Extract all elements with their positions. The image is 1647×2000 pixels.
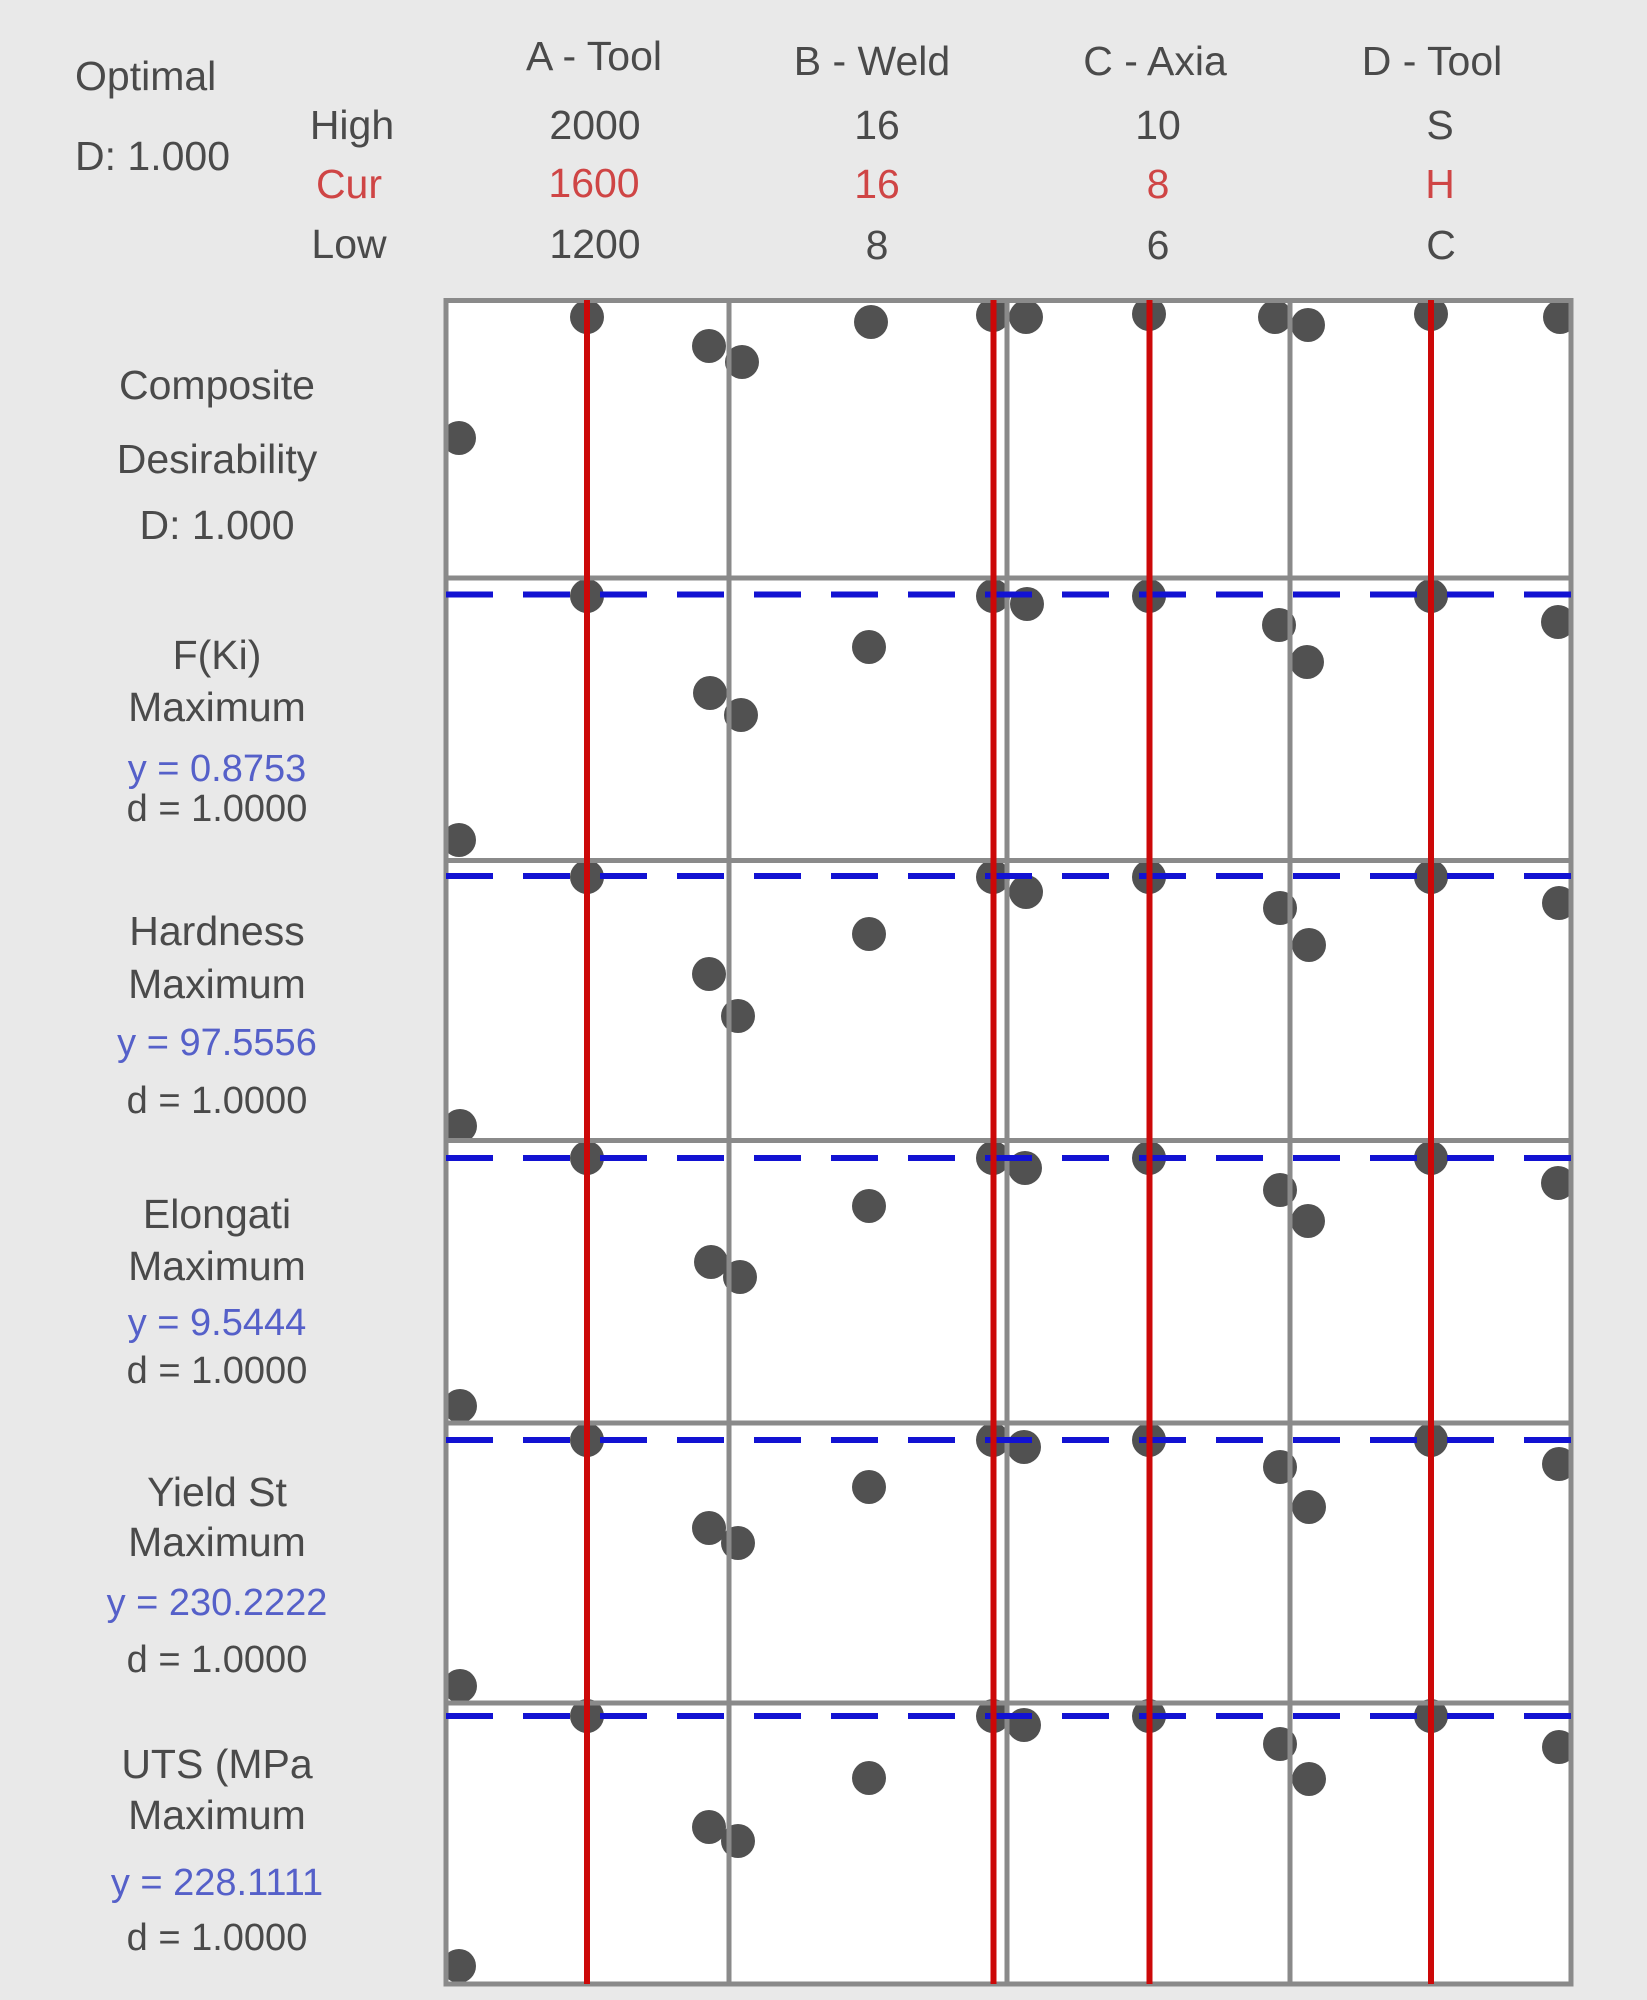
svg-text:Optimal: Optimal <box>75 53 216 99</box>
svg-text:F(Ki): F(Ki) <box>173 632 262 678</box>
svg-text:A - Tool: A - Tool <box>526 33 662 79</box>
svg-text:D: 1.000: D: 1.000 <box>75 133 230 179</box>
svg-text:C: C <box>1426 222 1456 268</box>
svg-text:y = 228.1111: y = 228.1111 <box>111 1862 323 1904</box>
svg-text:1600: 1600 <box>548 160 639 206</box>
svg-text:16: 16 <box>854 161 900 207</box>
svg-text:2000: 2000 <box>549 102 640 148</box>
svg-text:Yield St: Yield St <box>147 1469 287 1515</box>
svg-text:D: 1.000: D: 1.000 <box>140 502 295 548</box>
svg-text:Maximum: Maximum <box>128 1243 306 1289</box>
svg-text:Hardness: Hardness <box>129 908 304 954</box>
svg-text:10: 10 <box>1135 102 1181 148</box>
svg-text:16: 16 <box>854 102 900 148</box>
svg-text:Elongati: Elongati <box>143 1191 291 1237</box>
svg-text:Cur: Cur <box>316 161 382 207</box>
svg-text:Maximum: Maximum <box>128 1519 306 1565</box>
svg-text:d = 1.0000: d = 1.0000 <box>127 1639 308 1681</box>
svg-text:Maximum: Maximum <box>128 1792 306 1838</box>
svg-text:Desirability: Desirability <box>117 436 318 482</box>
svg-text:Low: Low <box>311 221 387 267</box>
svg-text:Composite: Composite <box>119 362 315 408</box>
svg-text:d = 1.0000: d = 1.0000 <box>127 1080 308 1122</box>
svg-text:6: 6 <box>1147 222 1170 268</box>
svg-text:UTS (MPa: UTS (MPa <box>121 1741 313 1787</box>
svg-text:y = 0.8753: y = 0.8753 <box>128 748 307 790</box>
svg-text:D - Tool: D - Tool <box>1362 38 1503 84</box>
svg-text:y = 97.5556: y = 97.5556 <box>117 1022 317 1064</box>
svg-text:B - Weld: B - Weld <box>794 38 950 84</box>
svg-text:H: H <box>1425 161 1455 207</box>
svg-text:8: 8 <box>866 222 889 268</box>
svg-text:Maximum: Maximum <box>128 684 306 730</box>
svg-text:y = 9.5444: y = 9.5444 <box>128 1302 307 1344</box>
svg-text:d = 1.0000: d = 1.0000 <box>127 1350 308 1392</box>
svg-text:d = 1.0000: d = 1.0000 <box>127 1917 308 1959</box>
svg-text:Maximum: Maximum <box>128 961 306 1007</box>
svg-text:C - Axia: C - Axia <box>1083 38 1227 84</box>
svg-text:High: High <box>310 102 394 148</box>
svg-text:d = 1.0000: d = 1.0000 <box>127 788 308 830</box>
svg-text:8: 8 <box>1147 161 1170 207</box>
svg-text:S: S <box>1426 102 1453 148</box>
svg-text:1200: 1200 <box>549 221 640 267</box>
svg-text:y = 230.2222: y = 230.2222 <box>107 1582 328 1624</box>
